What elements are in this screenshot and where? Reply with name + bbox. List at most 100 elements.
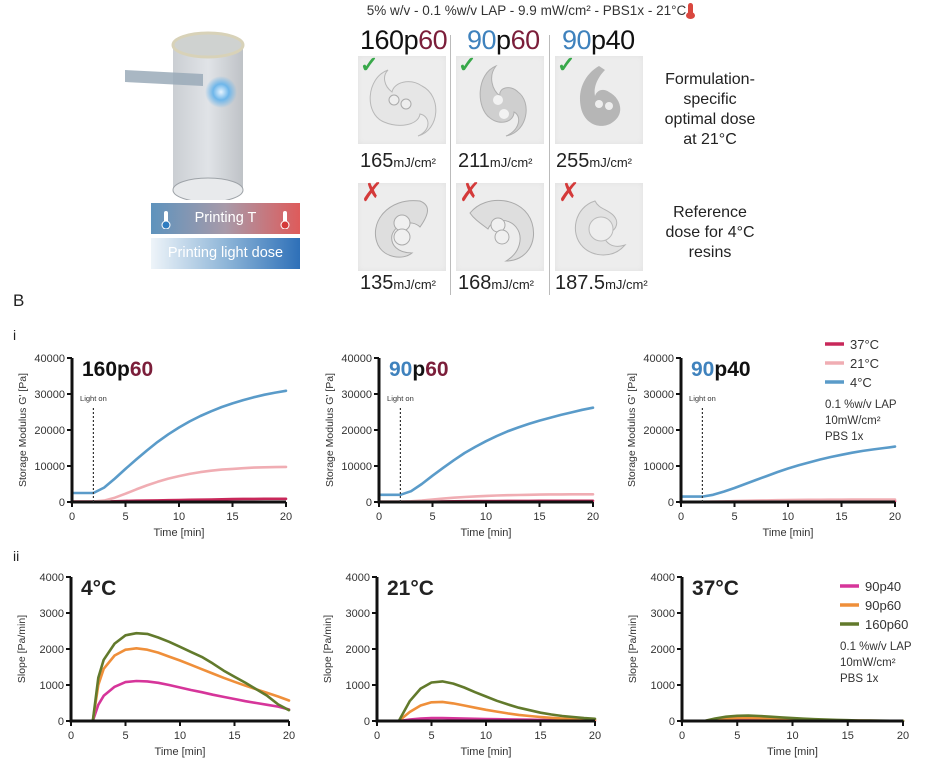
y-tick-label: 10000: [643, 461, 674, 473]
x-axis-label: Time [min]: [461, 746, 512, 758]
dose-label: 168mJ/cm²: [458, 272, 534, 295]
x-tick-label: 15: [226, 511, 238, 523]
x-tick-label: 20: [280, 511, 292, 523]
y-tick-label: 3000: [40, 608, 64, 620]
x-tick-label: 10: [480, 730, 492, 742]
note-line: Formulation-: [665, 71, 755, 88]
y-tick-label: 1000: [346, 680, 370, 692]
cross-icon: ✗: [459, 177, 481, 207]
note-line: optimal dose: [664, 111, 756, 128]
chart-title: 90p60: [389, 358, 449, 381]
check-icon: ✓: [360, 52, 379, 77]
chart-title: 37°C: [692, 577, 739, 600]
legend-label: 37°C: [850, 337, 879, 352]
y-axis-label: Storage Modulus G' [Pa]: [626, 373, 638, 487]
chart-0: 0 10000 20000 30000 40000 0 5 10 15 20 Time [min] S…: [17, 353, 292, 539]
formulation-part: 40: [605, 25, 636, 55]
dose-value: 211: [458, 150, 490, 172]
dose-unit: mJ/cm²: [393, 155, 436, 170]
x-tick-label: 5: [428, 730, 434, 742]
optimal-dose-note: Formulation- specific optimal dose at 21…: [655, 70, 765, 150]
x-tick-label: 15: [842, 730, 854, 742]
y-tick-label: 10000: [341, 461, 372, 473]
panel-b-i-label: i: [13, 327, 17, 343]
dose-value: 168: [458, 272, 492, 294]
y-tick-label: 2000: [651, 644, 675, 656]
x-axis-label: Time [min]: [461, 527, 512, 539]
cross-icon: ✗: [361, 177, 383, 207]
legend-label: 4°C: [850, 375, 872, 390]
vial-body: [173, 45, 243, 190]
x-tick-label: 10: [786, 730, 798, 742]
chart-title: 4°C: [81, 577, 116, 600]
x-tick-label: 10: [782, 511, 794, 523]
dose-label: 187.5mJ/cm²: [555, 272, 648, 295]
y-tick-label: 40000: [643, 353, 674, 365]
y-tick-label: 1000: [651, 680, 675, 692]
x-tick-label: 5: [122, 511, 128, 523]
x-tick-label: 5: [734, 730, 740, 742]
vial-bottom: [172, 177, 244, 200]
printing-temperature-label: Printing T: [194, 210, 257, 226]
chart-title: 160p60: [82, 358, 153, 381]
y-tick-label: 0: [366, 497, 372, 509]
formulation-title-0: 160p60: [360, 25, 448, 56]
y-tick-label: 2000: [346, 644, 370, 656]
x-tick-label: 10: [174, 730, 186, 742]
x-tick-label: 0: [68, 730, 74, 742]
print-result-tile: ✓: [555, 52, 643, 144]
x-tick-label: 0: [376, 511, 382, 523]
x-axis-label: Time [min]: [763, 527, 814, 539]
dose-value: 165: [360, 150, 394, 172]
thermometer-cold-icon: [161, 210, 171, 241]
y-tick-label: 30000: [341, 389, 372, 401]
formulation-part: p: [591, 25, 606, 55]
print-result-tile: ✗: [555, 177, 643, 271]
check-icon: ✓: [458, 52, 477, 77]
y-tick-label: 0: [58, 716, 64, 728]
panel-b-label: B: [13, 291, 25, 310]
chart-title-part: 60: [130, 358, 153, 381]
legend-label: 160p60: [865, 617, 908, 632]
x-tick-label: 0: [69, 511, 75, 523]
cross-icon: ✗: [558, 177, 580, 207]
note-line: dose for 4°C: [665, 224, 755, 241]
x-tick-label: 15: [835, 511, 847, 523]
y-tick-label: 2000: [40, 644, 64, 656]
legend-note-line: 10mW/cm²: [825, 415, 881, 427]
x-tick-label: 20: [587, 511, 599, 523]
y-tick-label: 40000: [34, 353, 65, 365]
legend-label: 90p40: [865, 579, 901, 594]
legend-note-line: PBS 1x: [840, 673, 879, 685]
formulation-part: p: [496, 25, 511, 55]
dose-value: 255: [556, 150, 590, 172]
light-beam: [125, 70, 203, 86]
dose-label: 135mJ/cm²: [360, 272, 436, 295]
legend-note-line: 0.1 %w/v LAP: [825, 399, 897, 411]
series-line-90p40: [91, 679, 291, 723]
panel-b-ii-label: ii: [13, 548, 20, 564]
series-line-4C: [70, 389, 288, 495]
dose-unit: mJ/cm²: [605, 277, 648, 292]
chart-title-part: p: [714, 358, 727, 381]
x-tick-label: 0: [678, 511, 684, 523]
x-tick-label: 15: [533, 511, 545, 523]
dose-value: 135: [360, 272, 394, 294]
x-axis-label: Time [min]: [155, 746, 206, 758]
column-divider: [549, 35, 550, 295]
x-tick-label: 0: [679, 730, 685, 742]
chart-title-part: p: [412, 358, 425, 381]
dose-label: 255mJ/cm²: [556, 150, 632, 173]
y-tick-label: 4000: [40, 572, 64, 584]
note-line: specific: [683, 91, 737, 108]
series-line-160p60: [397, 680, 597, 723]
dose-unit: mJ/cm²: [489, 155, 533, 170]
series-line-4C: [679, 445, 897, 498]
x-tick-label: 20: [897, 730, 909, 742]
y-tick-label: 30000: [643, 389, 674, 401]
dose-value: 187.5: [555, 272, 606, 294]
formulation-part: 60: [418, 25, 448, 55]
y-axis-label: Slope [Pa/min]: [627, 615, 639, 683]
print-result-tile: ✓: [456, 52, 544, 144]
